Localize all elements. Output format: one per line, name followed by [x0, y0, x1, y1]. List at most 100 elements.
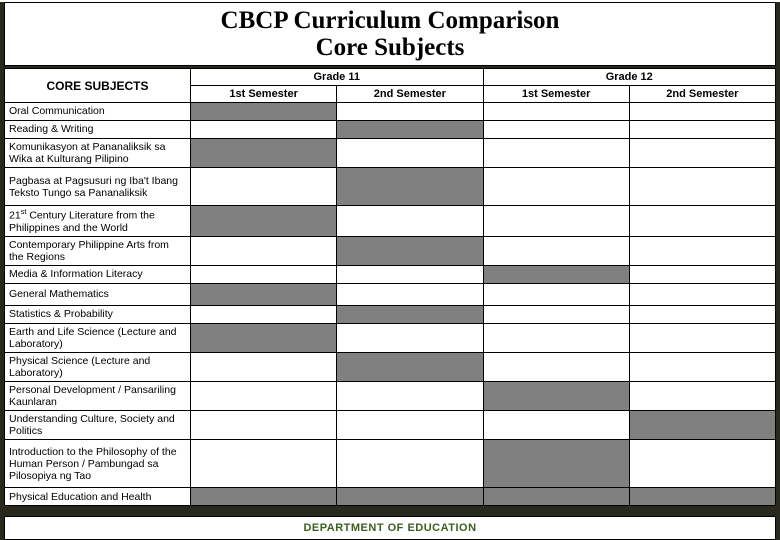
- table-row: Reading & Writing: [5, 121, 776, 139]
- semester-cell: [483, 139, 629, 168]
- table-body: Oral CommunicationReading & WritingKomun…: [5, 103, 776, 506]
- semester-cell: [483, 353, 629, 382]
- semester-cell: [629, 103, 775, 121]
- semester-cell: [191, 265, 337, 283]
- table-row: Contemporary Philippine Arts from the Re…: [5, 236, 776, 265]
- semester-cell: [483, 236, 629, 265]
- semester-cell: [483, 168, 629, 206]
- subject-cell: General Mathematics: [5, 283, 191, 305]
- table-row: Physical Science (Lecture and Laboratory…: [5, 353, 776, 382]
- table-container: CORE SUBJECTS Grade 11 Grade 12 1st Seme…: [4, 68, 776, 506]
- semester-cell: [629, 305, 775, 323]
- semester-cell: [191, 283, 337, 305]
- semester-cell: [337, 411, 483, 440]
- header-g12-sem1: 1st Semester: [483, 86, 629, 103]
- semester-cell: [191, 168, 337, 206]
- subject-cell: Physical Science (Lecture and Laboratory…: [5, 353, 191, 382]
- semester-cell: [337, 206, 483, 237]
- subject-cell: Pagbasa at Pagsusuri ng Iba't Ibang Teks…: [5, 168, 191, 206]
- semester-cell: [337, 168, 483, 206]
- table-row: Komunikasyon at Pananaliksik sa Wika at …: [5, 139, 776, 168]
- semester-cell: [191, 121, 337, 139]
- semester-cell: [337, 353, 483, 382]
- semester-cell: [483, 121, 629, 139]
- semester-cell: [629, 488, 775, 506]
- semester-cell: [337, 103, 483, 121]
- semester-cell: [629, 353, 775, 382]
- footer-bar: DEPARTMENT OF EDUCATION: [4, 516, 776, 540]
- semester-cell: [191, 139, 337, 168]
- semester-cell: [191, 411, 337, 440]
- subject-cell: 21st Century Literature from the Philipp…: [5, 206, 191, 237]
- subject-cell: Komunikasyon at Pananaliksik sa Wika at …: [5, 139, 191, 168]
- semester-cell: [629, 382, 775, 411]
- table-row: Oral Communication: [5, 103, 776, 121]
- slide: CBCP Curriculum Comparison Core Subjects…: [0, 2, 780, 540]
- semester-cell: [629, 206, 775, 237]
- table-row: Introduction to the Philosophy of the Hu…: [5, 440, 776, 488]
- semester-cell: [191, 353, 337, 382]
- table-row: General Mathematics: [5, 283, 776, 305]
- subject-cell: Statistics & Probability: [5, 305, 191, 323]
- table-row: Media & Information Literacy: [5, 265, 776, 283]
- semester-cell: [629, 168, 775, 206]
- semester-cell: [191, 382, 337, 411]
- semester-cell: [629, 440, 775, 488]
- semester-cell: [337, 382, 483, 411]
- semester-cell: [629, 283, 775, 305]
- semester-cell: [629, 323, 775, 352]
- semester-cell: [483, 103, 629, 121]
- header-grade-12: Grade 12: [483, 69, 776, 86]
- semester-cell: [191, 440, 337, 488]
- title-line-2: Core Subjects: [316, 34, 465, 61]
- subject-cell: Media & Information Literacy: [5, 265, 191, 283]
- table-row: Statistics & Probability: [5, 305, 776, 323]
- subject-cell: Physical Education and Health: [5, 488, 191, 506]
- semester-cell: [337, 283, 483, 305]
- header-g11-sem2: 2nd Semester: [337, 86, 483, 103]
- table-header: CORE SUBJECTS Grade 11 Grade 12 1st Seme…: [5, 69, 776, 103]
- semester-cell: [337, 121, 483, 139]
- table-row: Physical Education and Health: [5, 488, 776, 506]
- title-line-1: CBCP Curriculum Comparison: [221, 7, 560, 34]
- subject-cell: Understanding Culture, Society and Polit…: [5, 411, 191, 440]
- subject-cell: Introduction to the Philosophy of the Hu…: [5, 440, 191, 488]
- table-row: Earth and Life Science (Lecture and Labo…: [5, 323, 776, 352]
- semester-cell: [629, 265, 775, 283]
- semester-cell: [337, 323, 483, 352]
- table-row: 21st Century Literature from the Philipp…: [5, 206, 776, 237]
- semester-cell: [629, 139, 775, 168]
- subject-cell: Reading & Writing: [5, 121, 191, 139]
- subject-cell: Contemporary Philippine Arts from the Re…: [5, 236, 191, 265]
- semester-cell: [191, 236, 337, 265]
- semester-cell: [629, 121, 775, 139]
- subject-cell: Personal Development / Pansariling Kaunl…: [5, 382, 191, 411]
- semester-cell: [191, 206, 337, 237]
- header-g12-sem2: 2nd Semester: [629, 86, 775, 103]
- header-g11-sem1: 1st Semester: [191, 86, 337, 103]
- semester-cell: [337, 488, 483, 506]
- subject-cell: Oral Communication: [5, 103, 191, 121]
- semester-cell: [483, 265, 629, 283]
- title-bar: CBCP Curriculum Comparison Core Subjects: [4, 2, 776, 66]
- semester-cell: [337, 265, 483, 283]
- semester-cell: [191, 305, 337, 323]
- semester-cell: [191, 103, 337, 121]
- semester-cell: [337, 236, 483, 265]
- semester-cell: [337, 139, 483, 168]
- subject-cell: Earth and Life Science (Lecture and Labo…: [5, 323, 191, 352]
- semester-cell: [483, 382, 629, 411]
- slide-title: CBCP Curriculum Comparison Core Subjects: [221, 7, 560, 62]
- table-row: Personal Development / Pansariling Kaunl…: [5, 382, 776, 411]
- semester-cell: [629, 236, 775, 265]
- footer-text: DEPARTMENT OF EDUCATION: [303, 522, 476, 534]
- semester-cell: [483, 488, 629, 506]
- semester-cell: [483, 206, 629, 237]
- table-row: Pagbasa at Pagsusuri ng Iba't Ibang Teks…: [5, 168, 776, 206]
- semester-cell: [483, 323, 629, 352]
- curriculum-table: CORE SUBJECTS Grade 11 Grade 12 1st Seme…: [4, 68, 776, 506]
- semester-cell: [483, 305, 629, 323]
- header-core-subjects: CORE SUBJECTS: [5, 69, 191, 103]
- semester-cell: [337, 305, 483, 323]
- semester-cell: [629, 411, 775, 440]
